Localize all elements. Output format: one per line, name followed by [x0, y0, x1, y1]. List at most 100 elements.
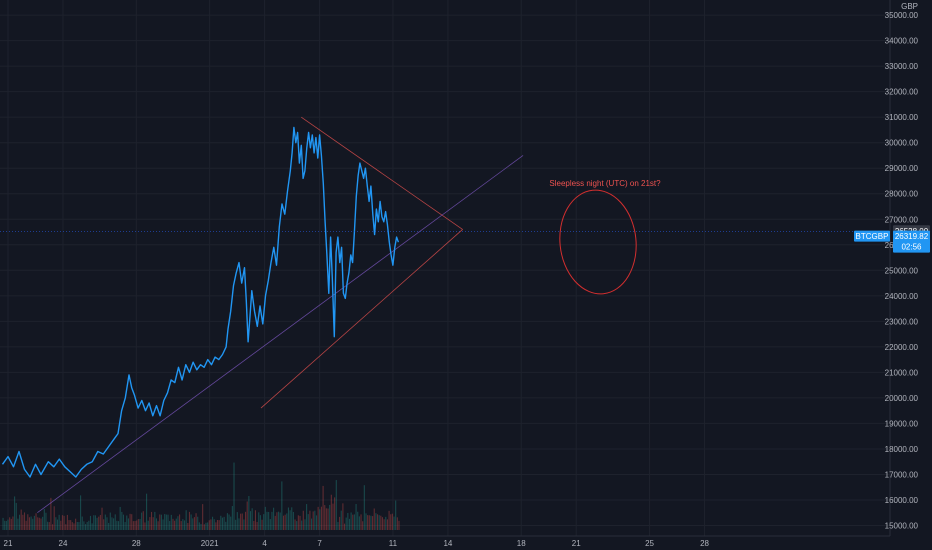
- volume-bar: [190, 514, 192, 530]
- x-tick-label: 4: [262, 539, 267, 548]
- y-tick-label: 28000.00: [885, 190, 919, 199]
- volume-bar: [309, 510, 311, 530]
- y-tick-label: 27000.00: [885, 215, 919, 224]
- volume-bar: [386, 519, 388, 530]
- volume-bar: [76, 521, 78, 530]
- x-tick-label: 21: [4, 539, 13, 548]
- volume-bar: [358, 516, 360, 530]
- volume-bar: [352, 514, 354, 530]
- volume-bar: [185, 510, 187, 530]
- volume-bar: [188, 511, 191, 530]
- volume-bar: [98, 516, 100, 530]
- volume-bar: [315, 515, 318, 530]
- volume-bar: [5, 520, 7, 530]
- volume-bar: [391, 513, 393, 530]
- volume-bar: [324, 505, 326, 530]
- volume-bar: [142, 511, 144, 530]
- y-tick-label: 30000.00: [885, 139, 919, 148]
- volume-bar: [89, 515, 92, 530]
- volume-bar: [337, 521, 339, 530]
- volume-bar: [157, 521, 159, 530]
- volume-bar: [240, 513, 242, 530]
- x-tick-label: 28: [700, 539, 709, 548]
- volume-bar: [271, 511, 273, 530]
- volume-bar: [312, 511, 314, 530]
- volume-bar: [231, 506, 233, 530]
- y-tick-label: 35000.00: [885, 11, 919, 20]
- volume-bar: [322, 485, 324, 530]
- volume-bar: [396, 517, 398, 530]
- volume-bar: [170, 514, 172, 530]
- y-tick-label: 24000.00: [885, 292, 919, 301]
- x-tick-label: 18: [517, 539, 526, 548]
- volume-bar: [114, 514, 116, 530]
- volume-bar: [355, 504, 357, 530]
- volume-bar: [154, 511, 156, 530]
- volume-bar: [131, 514, 133, 530]
- volume-bar: [380, 515, 382, 530]
- volume-bar: [165, 514, 167, 530]
- volume-bar: [183, 520, 186, 530]
- volume-bar: [282, 515, 285, 530]
- volume-bar: [45, 512, 47, 530]
- y-axis-panel: [890, 0, 932, 536]
- volume-bar: [162, 519, 164, 530]
- volume-bar: [195, 513, 197, 530]
- volume-bar: [40, 518, 42, 530]
- volume-bar: [251, 508, 253, 530]
- volume-bar: [390, 514, 392, 530]
- volume-bar: [7, 519, 9, 530]
- x-tick-label: 7: [317, 539, 322, 548]
- volume-bar: [202, 504, 204, 530]
- volume-bar: [367, 515, 369, 530]
- x-tick-label: 21: [572, 539, 581, 548]
- volume-bar: [167, 514, 169, 530]
- volume-bar: [4, 520, 6, 530]
- volume-bar: [144, 522, 146, 530]
- volume-bar: [289, 510, 291, 530]
- volume-bar: [81, 516, 83, 530]
- volume-bar: [43, 508, 45, 530]
- volume-bar: [149, 517, 151, 530]
- volume-bar: [363, 485, 365, 530]
- volume-bar: [299, 515, 301, 530]
- x-tick-label: 28: [132, 539, 141, 548]
- volume-bar: [314, 510, 316, 530]
- volume-bar: [249, 511, 252, 530]
- volume-bar: [192, 518, 194, 530]
- volume-bar: [368, 515, 370, 530]
- volume-bar: [61, 515, 63, 530]
- last-price-badge: 26319.82 02:56: [893, 230, 930, 253]
- volume-bar: [207, 522, 209, 530]
- volume-bar: [273, 507, 275, 530]
- volume-bar: [238, 518, 240, 530]
- volume-bar: [279, 512, 281, 530]
- volume-bar: [28, 517, 30, 530]
- volume-bar: [94, 515, 96, 530]
- volume-bar: [126, 515, 128, 530]
- volume-bar: [210, 519, 212, 530]
- volume-bar: [261, 519, 263, 530]
- volume-bar: [129, 513, 131, 530]
- volume-bar: [246, 501, 248, 530]
- volume-bar: [307, 514, 309, 530]
- y-tick-label: 22000.00: [885, 343, 919, 352]
- volume-bar: [258, 512, 260, 530]
- volume-bar: [68, 520, 70, 530]
- volume-bar: [259, 515, 261, 530]
- volume-bar: [37, 517, 39, 530]
- volume-bar: [75, 518, 77, 530]
- volume-bar: [348, 518, 351, 530]
- y-tick-label: 34000.00: [885, 37, 919, 46]
- volume-bar: [375, 513, 377, 530]
- trend-lines: [37, 116, 524, 514]
- volume-bar: [254, 510, 257, 530]
- symbol-badge[interactable]: BTCGBP: [854, 230, 890, 242]
- volume-bar: [335, 480, 337, 530]
- x-axis-ticks: 21 24 28 2021 4 7 11 14 18 21 25 28: [4, 539, 710, 548]
- volume-bar: [395, 500, 397, 530]
- volume-bar: [132, 521, 134, 530]
- volume-bar: [287, 507, 289, 530]
- volume-bar: [372, 516, 374, 530]
